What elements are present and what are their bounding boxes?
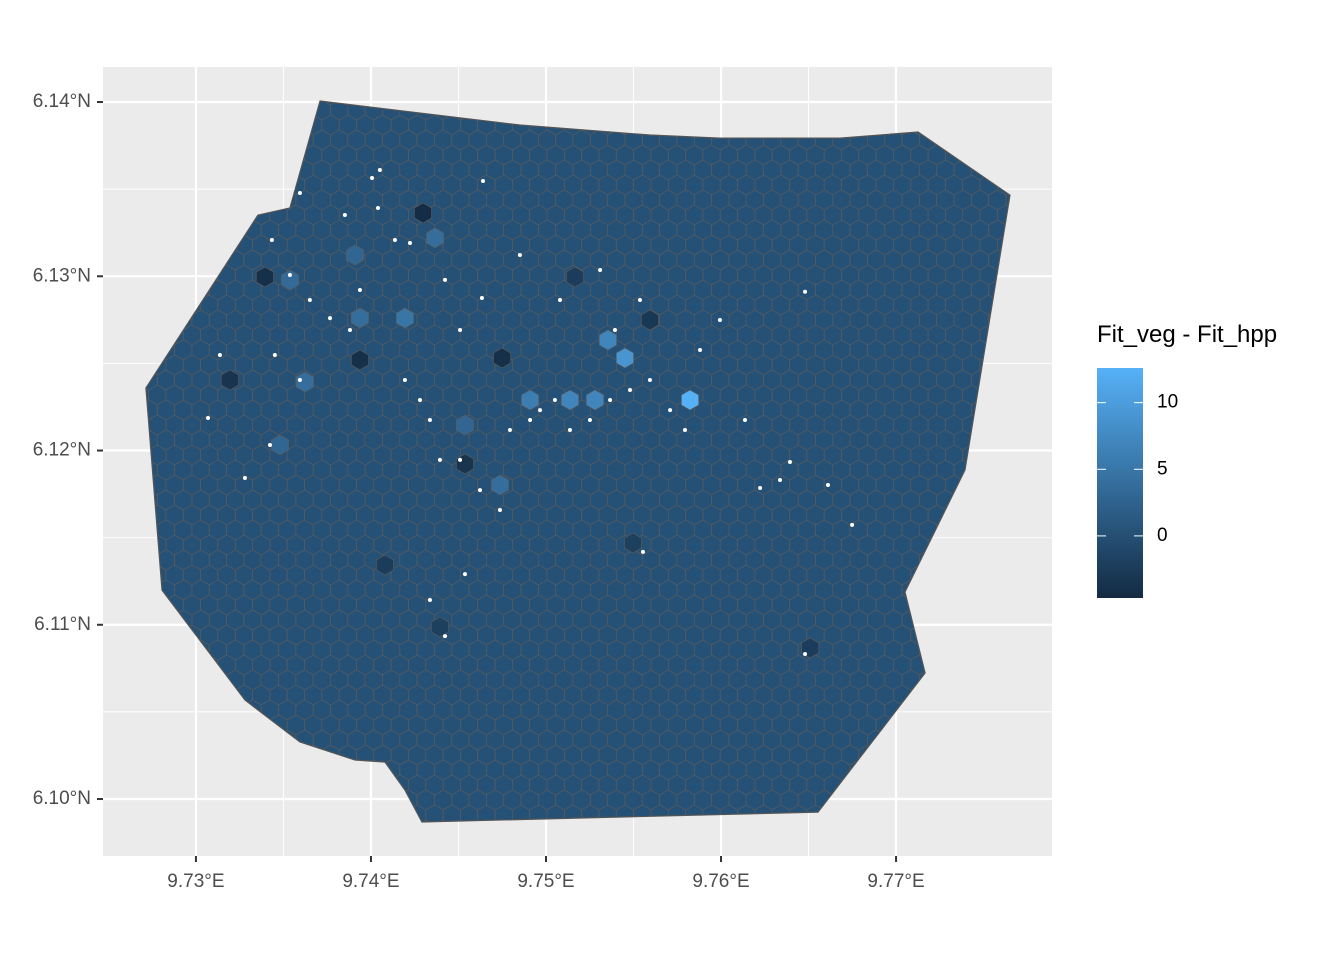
occurrence-point xyxy=(608,397,613,402)
occurrence-point xyxy=(637,297,642,302)
occurrence-point xyxy=(458,457,463,462)
legend-label: 5 xyxy=(1157,458,1168,479)
occurrence-point xyxy=(287,273,292,278)
occurrence-point xyxy=(370,175,375,180)
occurrence-point xyxy=(612,327,617,332)
occurrence-point xyxy=(507,427,512,432)
occurrence-point xyxy=(458,327,463,332)
occurrence-point xyxy=(787,460,792,465)
occurrence-point xyxy=(375,205,380,210)
occurrence-point xyxy=(598,268,603,273)
x-tick-label: 9.74°E xyxy=(342,871,399,892)
occurrence-point xyxy=(528,418,533,423)
occurrence-point xyxy=(743,418,748,423)
y-tick-label: 6.12°N xyxy=(33,440,91,461)
occurrence-point xyxy=(307,297,312,302)
x-tick-label: 9.75°E xyxy=(517,871,574,892)
occurrence-point xyxy=(628,388,633,393)
occurrence-point xyxy=(803,289,808,294)
occurrence-point xyxy=(587,418,592,423)
occurrence-point xyxy=(443,277,448,282)
occurrence-point xyxy=(552,397,557,402)
occurrence-point xyxy=(850,522,855,527)
occurrence-point xyxy=(480,178,485,183)
y-tick-label: 6.13°N xyxy=(33,265,91,286)
occurrence-point xyxy=(668,408,673,413)
occurrence-point xyxy=(567,427,572,432)
occurrence-point xyxy=(242,476,247,481)
occurrence-point xyxy=(272,353,277,358)
occurrence-point xyxy=(206,415,211,420)
occurrence-point xyxy=(357,288,362,293)
occurrence-point xyxy=(402,377,407,382)
occurrence-point xyxy=(347,327,352,332)
occurrence-point xyxy=(682,427,687,432)
occurrence-point xyxy=(392,238,397,243)
occurrence-point xyxy=(698,347,703,352)
occurrence-point xyxy=(640,549,645,554)
occurrence-point xyxy=(217,353,222,358)
occurrence-point xyxy=(417,397,422,402)
occurrence-point xyxy=(462,572,467,577)
occurrence-point xyxy=(328,316,333,321)
occurrence-point xyxy=(437,457,442,462)
occurrence-point xyxy=(758,485,763,490)
occurrence-point xyxy=(538,408,543,413)
x-tick-label: 9.73°E xyxy=(167,871,224,892)
occurrence-point xyxy=(479,296,484,301)
y-tick-label: 6.10°N xyxy=(33,788,91,809)
occurrence-point xyxy=(443,634,448,639)
legend-label: 10 xyxy=(1157,392,1178,413)
x-tick-label: 9.76°E xyxy=(692,871,749,892)
occurrence-point xyxy=(803,652,808,657)
occurrence-point xyxy=(557,297,562,302)
legend-title: Fit_veg - Fit_hpp xyxy=(1097,321,1277,348)
legend: Fit_veg - Fit_hpp 0 5 10 xyxy=(1097,321,1277,598)
occurrence-point xyxy=(407,240,412,245)
y-tick-label: 6.11°N xyxy=(34,614,91,635)
occurrence-point xyxy=(517,253,522,258)
occurrence-point xyxy=(647,377,652,382)
occurrence-point xyxy=(297,190,302,195)
occurrence-point xyxy=(427,418,432,423)
occurrence-point xyxy=(269,238,274,243)
occurrence-point xyxy=(377,167,382,172)
occurrence-point xyxy=(717,318,722,323)
y-tick-label: 6.14°N xyxy=(33,91,91,112)
occurrence-point xyxy=(427,598,432,603)
occurrence-point xyxy=(497,507,502,512)
occurrence-point xyxy=(825,483,830,488)
occurrence-point xyxy=(267,442,272,447)
occurrence-point xyxy=(342,212,347,217)
legend-label: 0 xyxy=(1157,525,1168,546)
occurrence-point xyxy=(478,488,483,493)
x-tick-label: 9.77°E xyxy=(867,871,924,892)
occurrence-point xyxy=(297,377,302,382)
occurrence-point xyxy=(778,477,783,482)
hex-cell xyxy=(1005,189,1010,211)
